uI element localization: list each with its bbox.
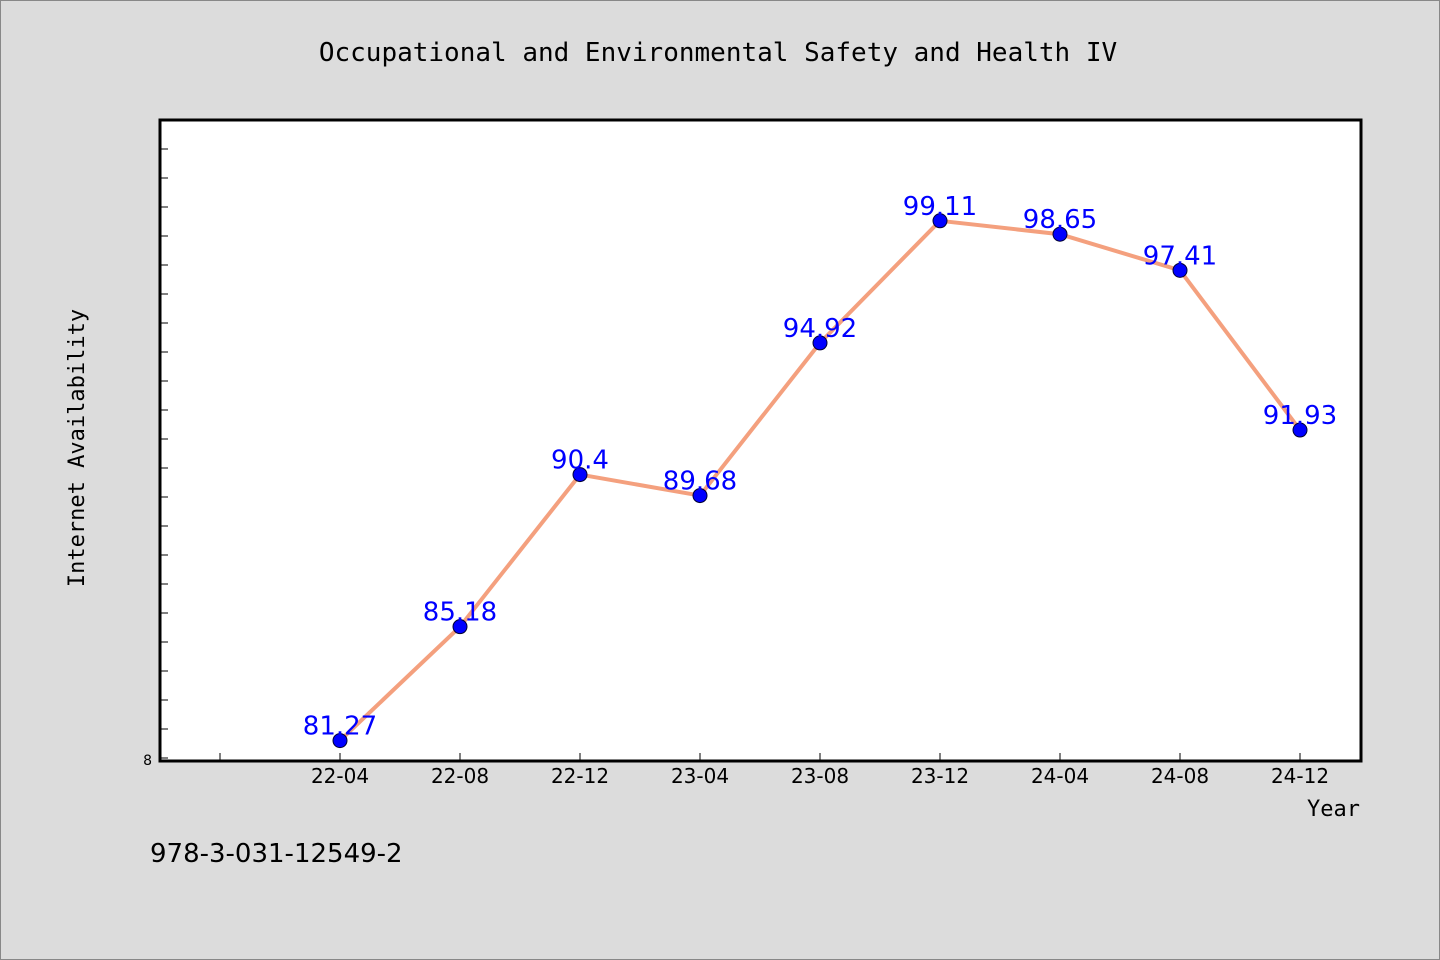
data-label: 90.4 [551, 446, 609, 476]
data-point [1292, 422, 1308, 438]
chart-title: Occupational and Environmental Safety an… [319, 38, 1117, 68]
x-tick-label: 24-12 [1271, 764, 1329, 788]
x-tick-label: 23-04 [671, 764, 729, 788]
data-label: 94.92 [783, 314, 857, 344]
series-layer: 81.27 85.18 90.4 89.68 94.92 99.11 98.65 97.41 9… [303, 192, 1337, 749]
y-tick-label: 8 [143, 753, 152, 769]
x-tick-label: 22-04 [311, 764, 369, 788]
data-point [932, 213, 948, 229]
data-point [692, 488, 708, 504]
plot-area [158, 118, 1363, 763]
x-tick-label: 23-12 [911, 764, 969, 788]
data-label: 97.41 [1143, 241, 1217, 271]
data-label: 81.27 [303, 712, 377, 742]
x-axis-ticks: 22-04 22-08 22-12 23-04 23-08 23-12 24-04 24-08… [219, 753, 1329, 788]
x-tick-label: 22-12 [551, 764, 609, 788]
data-point [812, 335, 828, 351]
data-point [572, 467, 588, 483]
data-label: 85.18 [423, 598, 497, 628]
data-point [452, 619, 468, 635]
data-label: 98.65 [1023, 205, 1097, 235]
x-tick-label: 24-08 [1151, 764, 1209, 788]
data-point [1052, 226, 1068, 242]
x-tick-label: 23-08 [791, 764, 849, 788]
x-axis-label: Year [1307, 797, 1360, 822]
x-tick-label: 22-08 [431, 764, 489, 788]
data-label: 91.93 [1263, 401, 1337, 431]
y-axis-label: Internet Availability [65, 309, 90, 587]
footer-isbn: 978-3-031-12549-2 [150, 839, 403, 869]
y-axis-ticks [160, 148, 168, 759]
data-point [1172, 262, 1188, 278]
data-point [332, 733, 348, 749]
data-label: 99.11 [903, 192, 977, 222]
data-label: 89.68 [663, 467, 737, 497]
x-tick-label: 24-04 [1031, 764, 1089, 788]
